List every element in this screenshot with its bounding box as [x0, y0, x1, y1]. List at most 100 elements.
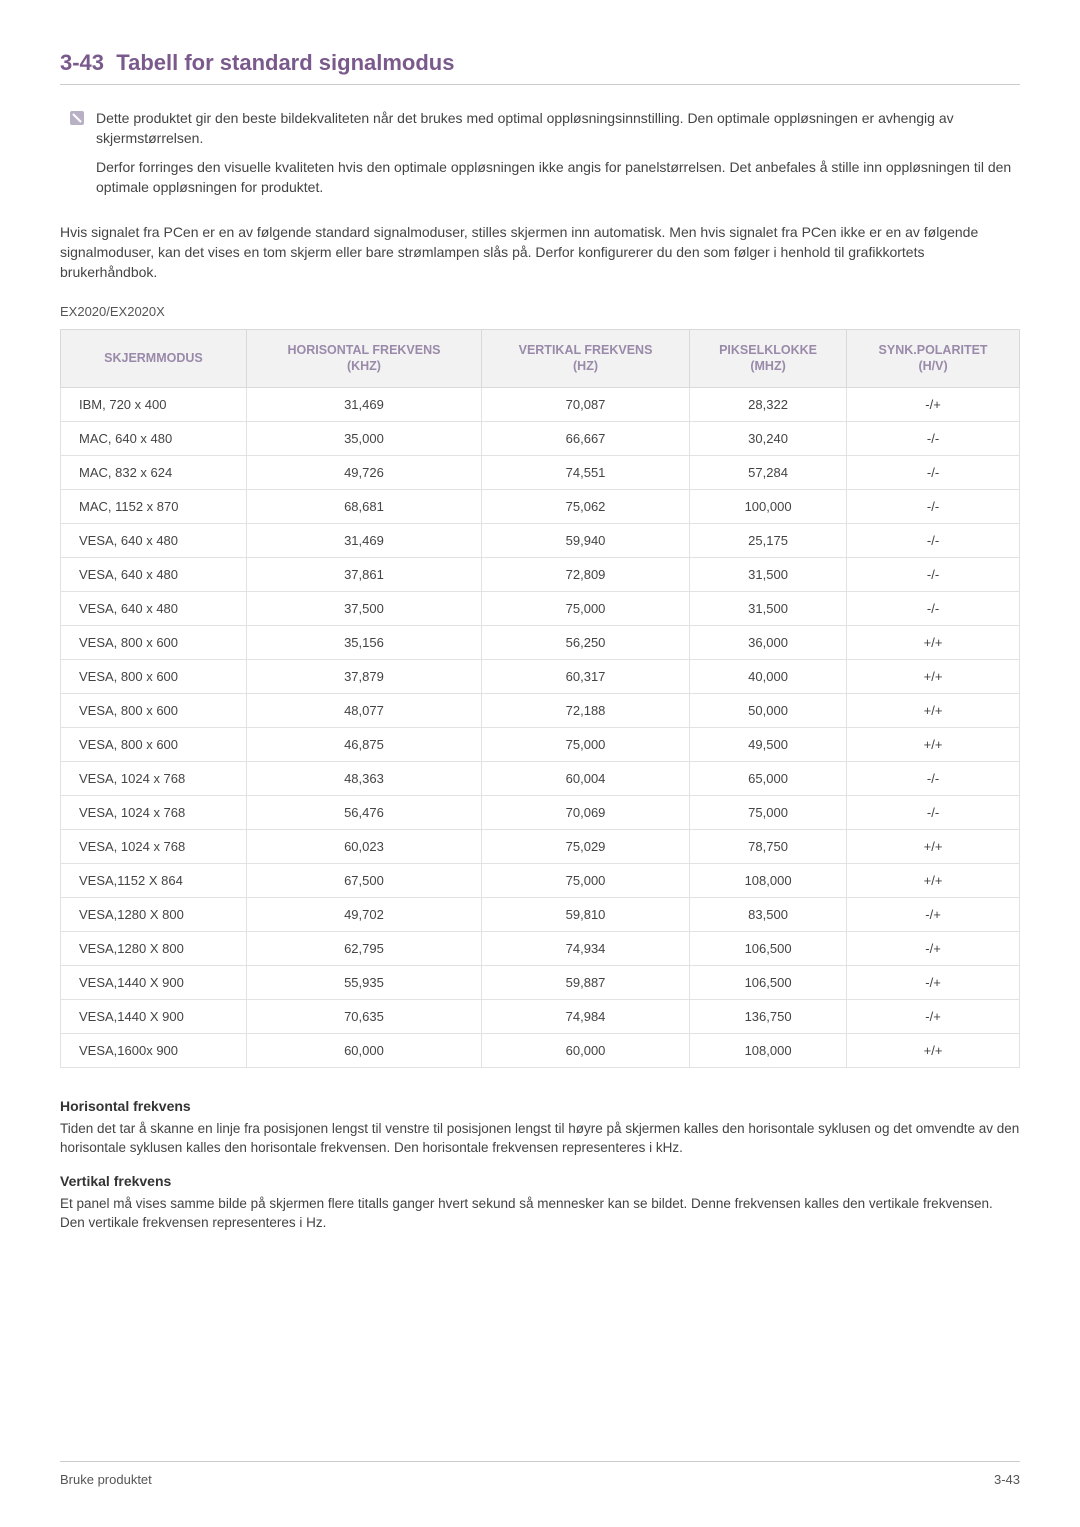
- note-paragraph-2: Derfor forringes den visuelle kvaliteten…: [96, 158, 1020, 197]
- table-cell: 70,087: [482, 387, 690, 421]
- table-cell: 75,000: [482, 863, 690, 897]
- table-cell: 31,469: [246, 523, 481, 557]
- table-column-header: VERTIKAL FREKVENS(HZ): [482, 330, 690, 388]
- table-row: VESA,1440 X 90055,93559,887106,500-/+: [61, 965, 1020, 999]
- table-cell: 49,726: [246, 455, 481, 489]
- table-cell: -/-: [847, 489, 1020, 523]
- table-cell: 66,667: [482, 421, 690, 455]
- body-paragraph: Hvis signalet fra PCen er en av følgende…: [60, 223, 1020, 282]
- table-row: VESA, 640 x 48031,46959,94025,175-/-: [61, 523, 1020, 557]
- table-cell: 49,500: [690, 727, 847, 761]
- table-cell: 57,284: [690, 455, 847, 489]
- table-cell: 60,000: [482, 1033, 690, 1067]
- note-content: Dette produktet gir den beste bildekvali…: [96, 109, 1020, 207]
- table-cell: 31,469: [246, 387, 481, 421]
- table-column-header: HORISONTAL FREKVENS(KHZ): [246, 330, 481, 388]
- table-row: VESA,1280 X 80049,70259,81083,500-/+: [61, 897, 1020, 931]
- table-header: SKJERMMODUSHORISONTAL FREKVENS(KHZ)VERTI…: [61, 330, 1020, 388]
- table-cell: 106,500: [690, 931, 847, 965]
- table-cell: MAC, 1152 x 870: [61, 489, 247, 523]
- table-cell: VESA, 1024 x 768: [61, 795, 247, 829]
- table-row: IBM, 720 x 40031,46970,08728,322-/+: [61, 387, 1020, 421]
- table-column-header: PIKSELKLOKKE(MHZ): [690, 330, 847, 388]
- table-cell: 83,500: [690, 897, 847, 931]
- table-cell: +/+: [847, 829, 1020, 863]
- table-cell: 59,810: [482, 897, 690, 931]
- note-block: Dette produktet gir den beste bildekvali…: [70, 109, 1020, 207]
- table-cell: 74,551: [482, 455, 690, 489]
- table-cell: 62,795: [246, 931, 481, 965]
- table-cell: 68,681: [246, 489, 481, 523]
- table-cell: +/+: [847, 727, 1020, 761]
- table-cell: VESA, 800 x 600: [61, 693, 247, 727]
- table-cell: 70,635: [246, 999, 481, 1033]
- table-cell: -/-: [847, 557, 1020, 591]
- table-cell: 70,069: [482, 795, 690, 829]
- model-label: EX2020/EX2020X: [60, 304, 1020, 319]
- document-page: 3-43 Tabell for standard signalmodus Det…: [0, 0, 1080, 1527]
- table-cell: VESA, 640 x 480: [61, 523, 247, 557]
- table-cell: 60,317: [482, 659, 690, 693]
- table-cell: 75,000: [690, 795, 847, 829]
- table-cell: 78,750: [690, 829, 847, 863]
- table-cell: VESA,1280 X 800: [61, 931, 247, 965]
- table-cell: 25,175: [690, 523, 847, 557]
- note-icon: [70, 111, 84, 125]
- table-cell: -/+: [847, 931, 1020, 965]
- table-row: MAC, 1152 x 87068,68175,062100,000-/-: [61, 489, 1020, 523]
- table-row: VESA, 800 x 60035,15656,25036,000+/+: [61, 625, 1020, 659]
- definition-text-vertical: Et panel må vises samme bilde på skjerme…: [60, 1195, 1020, 1233]
- table-cell: 37,879: [246, 659, 481, 693]
- table-column-header: SYNK.POLARITET(H/V): [847, 330, 1020, 388]
- table-cell: 46,875: [246, 727, 481, 761]
- table-cell: VESA,1600x 900: [61, 1033, 247, 1067]
- table-cell: VESA, 1024 x 768: [61, 829, 247, 863]
- table-cell: 30,240: [690, 421, 847, 455]
- table-cell: -/-: [847, 421, 1020, 455]
- table-cell: 35,000: [246, 421, 481, 455]
- table-cell: 72,188: [482, 693, 690, 727]
- table-cell: MAC, 832 x 624: [61, 455, 247, 489]
- table-cell: 31,500: [690, 591, 847, 625]
- table-cell: -/+: [847, 965, 1020, 999]
- table-cell: VESA, 640 x 480: [61, 557, 247, 591]
- table-cell: 100,000: [690, 489, 847, 523]
- table-cell: -/+: [847, 387, 1020, 421]
- table-cell: 108,000: [690, 1033, 847, 1067]
- section-number: 3-43: [60, 50, 104, 75]
- table-cell: -/+: [847, 897, 1020, 931]
- table-cell: VESA,1440 X 900: [61, 999, 247, 1033]
- table-cell: 56,476: [246, 795, 481, 829]
- table-cell: 72,809: [482, 557, 690, 591]
- definition-text-horizontal: Tiden det tar å skanne en linje fra posi…: [60, 1120, 1020, 1158]
- table-cell: 59,940: [482, 523, 690, 557]
- table-cell: +/+: [847, 659, 1020, 693]
- table-cell: -/-: [847, 761, 1020, 795]
- table-cell: 75,062: [482, 489, 690, 523]
- table-row: VESA, 1024 x 76848,36360,00465,000-/-: [61, 761, 1020, 795]
- table-cell: 60,000: [246, 1033, 481, 1067]
- table-cell: VESA,1440 X 900: [61, 965, 247, 999]
- table-row: MAC, 832 x 62449,72674,55157,284-/-: [61, 455, 1020, 489]
- table-cell: 37,861: [246, 557, 481, 591]
- definition-heading-vertical: Vertikal frekvens: [60, 1173, 1020, 1189]
- table-body: IBM, 720 x 40031,46970,08728,322-/+ MAC, …: [61, 387, 1020, 1067]
- table-cell: 37,500: [246, 591, 481, 625]
- table-cell: 60,023: [246, 829, 481, 863]
- table-cell: 56,250: [482, 625, 690, 659]
- table-cell: VESA, 800 x 600: [61, 659, 247, 693]
- table-cell: +/+: [847, 1033, 1020, 1067]
- table-row: VESA, 1024 x 76856,47670,06975,000-/-: [61, 795, 1020, 829]
- table-cell: +/+: [847, 625, 1020, 659]
- footer-left: Bruke produktet: [60, 1472, 152, 1487]
- table-cell: 28,322: [690, 387, 847, 421]
- table-cell: 67,500: [246, 863, 481, 897]
- table-cell: 59,887: [482, 965, 690, 999]
- table-cell: VESA, 800 x 600: [61, 727, 247, 761]
- table-cell: 60,004: [482, 761, 690, 795]
- table-row: VESA, 800 x 60037,87960,31740,000+/+: [61, 659, 1020, 693]
- table-cell: 36,000: [690, 625, 847, 659]
- table-row: VESA, 1024 x 76860,02375,02978,750+/+: [61, 829, 1020, 863]
- table-cell: 136,750: [690, 999, 847, 1033]
- table-cell: 48,077: [246, 693, 481, 727]
